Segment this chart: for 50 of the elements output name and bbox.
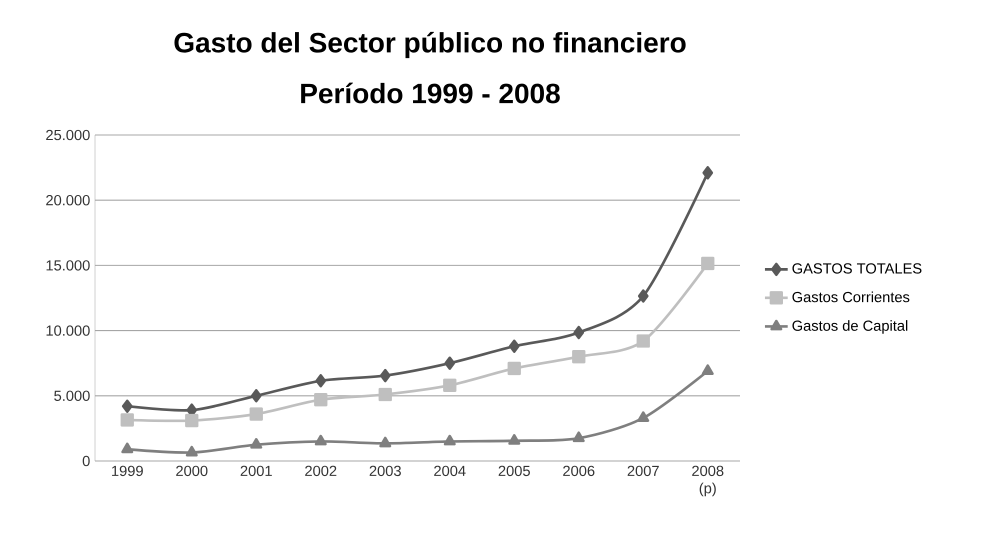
point [701, 256, 714, 270]
chart-subtitle: Período 1999 - 2008 [301, 82, 560, 104]
point [315, 374, 326, 388]
legend-label: GASTOS TOTALES [792, 263, 922, 274]
point [379, 436, 392, 448]
point [508, 340, 520, 353]
x-tick-label: 2001 [240, 466, 272, 476]
point [250, 438, 262, 449]
x-tick-label: 2000 [176, 466, 208, 476]
point [573, 326, 584, 340]
y-tick-label: 15.000 [46, 260, 90, 271]
point [508, 362, 521, 376]
point [250, 407, 263, 421]
point [572, 350, 586, 364]
legend-label: Gastos Corrientes [792, 291, 910, 302]
point [186, 446, 198, 457]
point [444, 356, 456, 370]
point [380, 368, 391, 382]
point [378, 388, 392, 402]
point [314, 434, 327, 446]
x-tick-label: 2002 [305, 466, 336, 476]
y-tick-label: 20.000 [46, 195, 90, 206]
point [638, 289, 649, 303]
point [122, 400, 133, 413]
point [636, 334, 650, 348]
point [120, 413, 134, 427]
point [121, 442, 134, 454]
x-tick-label: 2004 [434, 466, 466, 476]
chart-title: Gasto del Sector público no financiero [174, 32, 686, 58]
point [250, 389, 262, 402]
y-tick-label: 5.000 [54, 390, 90, 401]
x-tick-label: 2003 [370, 466, 401, 476]
point [508, 434, 520, 445]
point [314, 393, 328, 406]
x-tick-label: 2005 [498, 466, 530, 476]
point [702, 364, 714, 376]
y-tick-label: 10.000 [46, 325, 90, 336]
point [702, 166, 714, 180]
x-tick-label: 2007 [628, 466, 659, 476]
point [444, 434, 456, 446]
y-tick-label: 25.000 [46, 130, 90, 140]
point [443, 378, 456, 392]
x-tick-label: 2006 [563, 466, 594, 476]
x-tick-label: 1999 [112, 466, 143, 476]
legend-label: Gastos de Capital [792, 320, 908, 334]
point [572, 431, 585, 442]
x-tick-label: 2008 (p) [692, 466, 724, 496]
point [185, 414, 198, 428]
y-tick-label: 0 [82, 456, 90, 466]
point [637, 411, 650, 422]
